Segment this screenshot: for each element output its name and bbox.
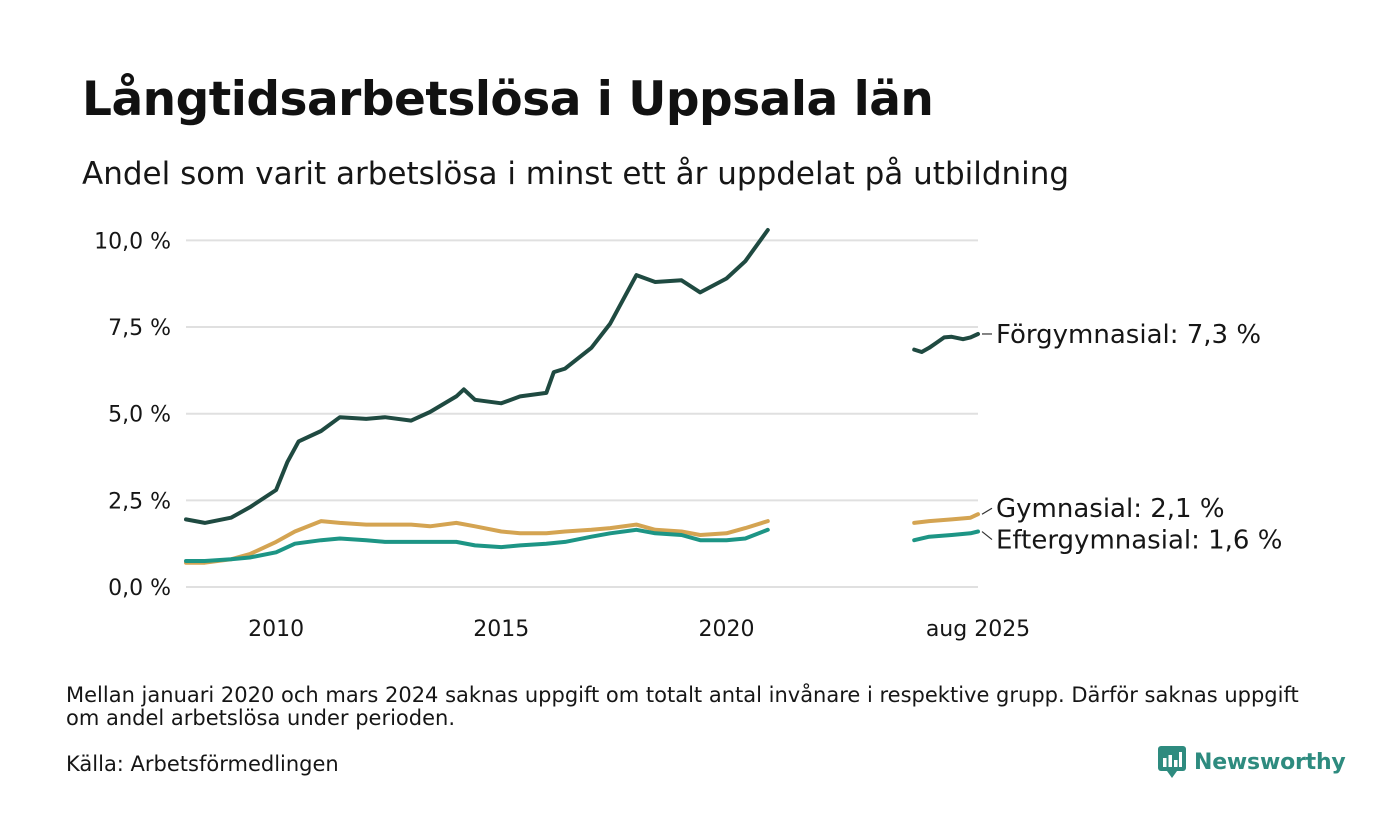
series-gymnasial xyxy=(184,512,980,565)
series-line-segment xyxy=(184,228,770,525)
series-line-segment xyxy=(912,529,980,543)
x-axis-tick-labels: 2010 2015 2020 aug 2025 xyxy=(248,617,1030,642)
series-förgymnasial xyxy=(184,228,980,525)
footnote: Mellan januari 2020 och mars 2024 saknas… xyxy=(66,683,1299,730)
y-tick-label: 2,5 % xyxy=(108,489,171,514)
series-line-segment xyxy=(184,519,770,565)
y-tick-label: 7,5 % xyxy=(108,316,171,341)
y-tick-label: 5,0 % xyxy=(108,403,171,428)
series-label-gymnasial: Gymnasial: 2,1 % xyxy=(996,494,1225,524)
series-eftergymnasial xyxy=(184,527,980,563)
newsworthy-logo-icon xyxy=(1158,746,1186,778)
series-end-labels: Förgymnasial: 7,3 % Gymnasial: 2,1 %Efter… xyxy=(981,320,1282,556)
brand-name: Newsworthy xyxy=(1194,749,1346,775)
line-chart: 0,0 % 2,5 % 5,0 % 7,5 % 10,0 % 2010 2015 2020 a… xyxy=(94,228,1282,642)
x-tick-label: 2015 xyxy=(473,617,529,642)
brand-logo[interactable]: Newsworthy xyxy=(1158,746,1346,778)
chart-subtitle: Andel som varit arbetslösa i minst ett å… xyxy=(82,156,1070,192)
y-axis-tick-labels: 0,0 % 2,5 % 5,0 % 7,5 % 10,0 % xyxy=(94,229,171,601)
source-credit: Källa: Arbetsförmedlingen xyxy=(66,752,339,776)
y-tick-label: 10,0 % xyxy=(94,229,171,254)
series-line-segment xyxy=(912,512,980,525)
chart-title: Långtidsarbetslösa i Uppsala län xyxy=(82,72,934,127)
series-lines xyxy=(184,228,980,565)
label-leader-line xyxy=(981,507,993,515)
series-line-segment xyxy=(912,332,980,354)
x-tick-label: 2010 xyxy=(248,617,304,642)
series-label-eftergymnasial: Eftergymnasial: 1,6 % xyxy=(996,526,1282,556)
series-label-förgymnasial: Förgymnasial: 7,3 % xyxy=(996,320,1261,350)
x-tick-label: aug 2025 xyxy=(926,617,1030,642)
grid-lines xyxy=(186,239,978,588)
label-leader-line xyxy=(981,531,993,541)
series-line-segment xyxy=(184,527,770,563)
x-tick-label: 2020 xyxy=(699,617,755,642)
y-tick-label: 0,0 % xyxy=(108,576,171,601)
